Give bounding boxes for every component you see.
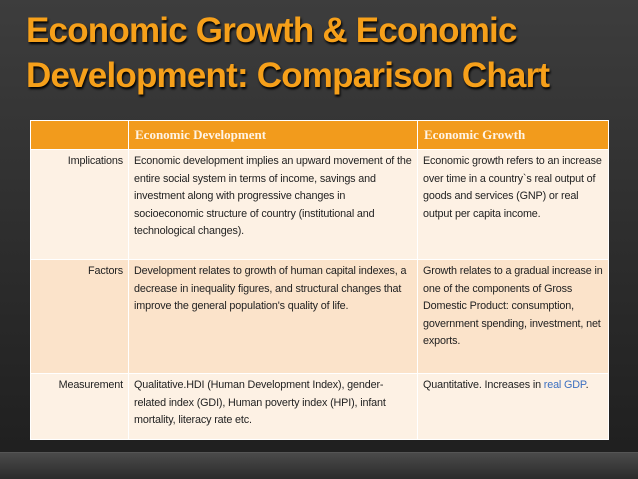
table-row: Factors Development relates to growth of…: [30, 259, 609, 374]
header-cell: Economic Growth: [417, 120, 609, 150]
table-row: Measurement Qualitative.HDI (Human Devel…: [30, 373, 609, 440]
cell-text: Quantitative. Increases in: [423, 379, 544, 391]
row-label: Measurement: [30, 373, 129, 440]
cell-text: .: [585, 379, 589, 391]
header-row: Economic Development Economic Growth: [30, 120, 609, 150]
row-label: Implications: [30, 149, 129, 260]
link[interactable]: real GDP: [543, 379, 586, 391]
cell: Qualitative.HDI (Human Development Index…: [128, 373, 418, 440]
slide-title: Economic Growth & Economic Development: …: [26, 8, 636, 98]
header-cell: [30, 120, 129, 150]
cell: Development relates to growth of human c…: [128, 259, 418, 374]
cell: Economic development implies an upward m…: [128, 149, 418, 260]
comparison-table: Economic Development Economic Growth Imp…: [30, 120, 609, 440]
header-cell: Economic Development: [128, 120, 418, 150]
row-label: Factors: [30, 259, 129, 374]
title-line: Economic Growth & Economic: [26, 11, 517, 50]
title-line: Development: Comparison Chart: [26, 56, 550, 95]
table-row: Implications Economic development implie…: [30, 149, 609, 260]
cell: Quantitative. Increases in real GDP.: [417, 373, 609, 440]
cell: Economic growth refers to an increase ov…: [417, 149, 609, 260]
cell: Growth relates to a gradual increase in …: [417, 259, 609, 374]
footer-bar: [0, 452, 638, 479]
